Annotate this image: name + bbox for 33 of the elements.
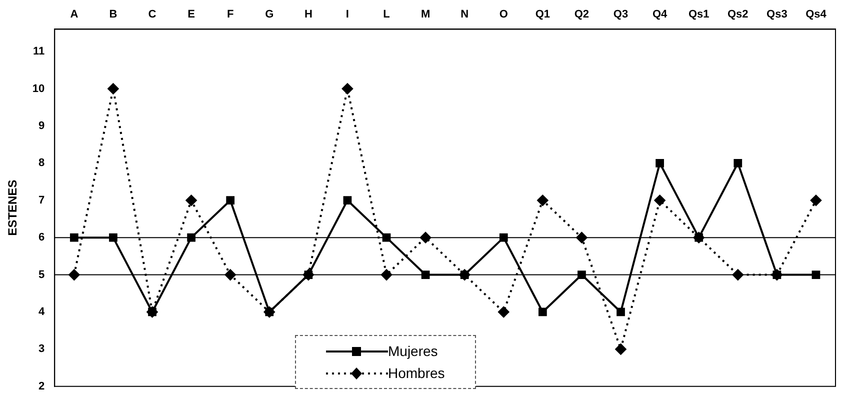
- y-tick-label: 4: [38, 306, 46, 318]
- y-tick-label: 8: [38, 157, 45, 170]
- x-tick-label: F: [226, 8, 234, 21]
- x-tick-label: G: [265, 8, 274, 21]
- x-tick-label: L: [383, 8, 390, 21]
- y-tick-label: 9: [38, 120, 45, 132]
- x-tick-label: Q1: [535, 8, 550, 21]
- x-tick-label: Qs2: [727, 8, 748, 21]
- legend-label: Mujeres: [388, 343, 438, 359]
- x-tick-label: O: [499, 8, 508, 21]
- y-tick-label: 11: [32, 46, 45, 58]
- x-tick-label: M: [420, 8, 430, 21]
- x-tick-label: Qs4: [806, 8, 828, 21]
- x-tick-label: I: [346, 8, 349, 21]
- y-tick-label: 2: [38, 380, 45, 392]
- x-tick-label: E: [188, 8, 195, 21]
- x-tick-label: Q4: [652, 8, 668, 21]
- y-tick-label: 6: [38, 232, 45, 244]
- x-tick-label: N: [460, 8, 469, 21]
- y-tick-label: 7: [38, 194, 45, 206]
- y-axis-title: ESTENES: [6, 180, 20, 236]
- x-tick-label: Q2: [574, 8, 590, 21]
- x-tick-label: H: [304, 8, 312, 21]
- x-tick-label: C: [148, 8, 156, 21]
- x-tick-label: Qs3: [766, 8, 788, 21]
- x-tick-label: A: [70, 8, 78, 21]
- y-tick-label: 3: [38, 343, 45, 356]
- legend-label: Hombres: [388, 365, 445, 381]
- x-tick-label: Q3: [613, 8, 628, 21]
- x-tick-label: Qs1: [688, 8, 710, 21]
- y-tick-label: 5: [38, 268, 45, 281]
- y-tick-label: 10: [32, 82, 45, 95]
- x-tick-label: B: [109, 8, 118, 21]
